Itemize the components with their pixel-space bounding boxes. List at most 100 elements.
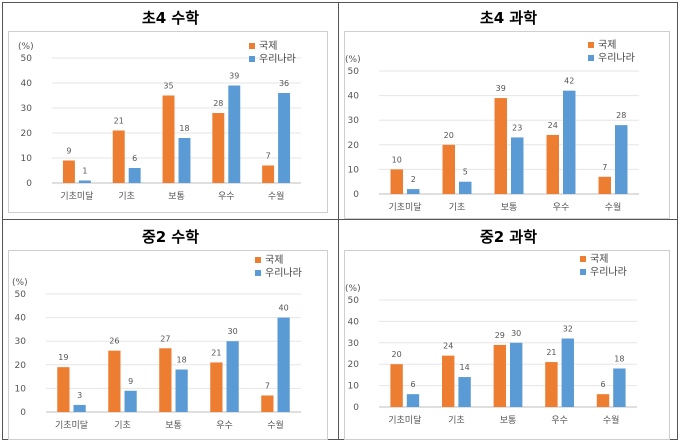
- chart-frame: (%) 0 10 20 30 40 50 19 3 기초미달 26 9 기초 27 18 보통 21 30 우수 7 4…: [8, 250, 328, 440]
- data-label: 9: [128, 377, 133, 386]
- x-tick-label: 수월: [268, 190, 285, 202]
- panel-title: 중2 수학: [141, 228, 200, 246]
- bar-chart: (%) 0 10 20 30 40 50 20 6 기초미달 24 14 기초 29 30 보통 21 32 우수 6…: [345, 253, 637, 426]
- bar-international: [598, 176, 611, 194]
- legend-swatch: [255, 257, 261, 263]
- bar-international: [494, 98, 507, 194]
- y-tick-label: 10: [21, 154, 33, 164]
- bar-korea: [613, 368, 626, 407]
- bar-international: [493, 344, 506, 407]
- bar-korea: [228, 85, 241, 183]
- data-label: 40: [279, 304, 289, 313]
- data-label: 10: [392, 155, 402, 164]
- bar-international: [159, 348, 172, 412]
- legend-swatch: [580, 256, 586, 262]
- x-tick-label: 기초미달: [60, 190, 93, 202]
- y-tick-label: 40: [348, 317, 360, 327]
- bar-international: [57, 367, 70, 412]
- legend-label: 우리나라: [598, 52, 635, 64]
- y-axis-label: (%): [345, 284, 361, 294]
- data-label: 3: [77, 391, 82, 400]
- x-tick-label: 기초: [114, 420, 131, 431]
- legend-label: 국제: [598, 39, 616, 51]
- data-label: 42: [564, 77, 574, 86]
- bar-international: [596, 394, 610, 407]
- data-label: 24: [548, 121, 558, 130]
- x-tick-label: 기초미달: [55, 419, 88, 431]
- x-tick-label: 우수: [216, 420, 233, 431]
- x-tick-label: 우수: [553, 202, 570, 213]
- x-tick-label: 수월: [603, 414, 620, 426]
- bar-korea: [459, 181, 472, 194]
- grid-divider-horizontal: [2, 219, 678, 220]
- bar-international: [162, 95, 175, 183]
- x-tick-label: 기초: [448, 415, 465, 426]
- data-label: 7: [265, 381, 270, 390]
- y-axis-label: (%): [345, 55, 361, 65]
- bar-korea: [178, 138, 191, 183]
- legend-label: 국제: [590, 253, 608, 265]
- y-tick-label: 0: [26, 179, 32, 189]
- data-label: 21: [211, 348, 221, 357]
- data-label: 29: [495, 331, 505, 340]
- data-label: 1: [82, 167, 87, 176]
- data-label: 7: [602, 163, 607, 172]
- data-label: 20: [392, 350, 402, 359]
- x-tick-label: 보통: [500, 415, 517, 426]
- y-tick-label: 0: [353, 190, 359, 200]
- data-label: 36: [279, 79, 289, 88]
- x-tick-label: 기초: [449, 202, 466, 213]
- chart-frame: (%) 0 10 20 30 40 50 20 6 기초미달 24 14 기초 29 30 보통 21 32 우수 6…: [344, 250, 670, 440]
- y-tick-label: 50: [348, 67, 360, 77]
- data-label: 6: [132, 154, 137, 163]
- data-label: 39: [229, 72, 239, 81]
- data-label: 28: [616, 111, 626, 120]
- bar-korea: [406, 394, 420, 407]
- data-label: 30: [511, 329, 521, 338]
- bar-international: [212, 113, 225, 183]
- data-label: 2: [411, 175, 416, 184]
- data-label: 20: [444, 131, 454, 140]
- data-label: 18: [177, 356, 187, 365]
- data-label: 7: [266, 152, 271, 161]
- x-tick-label: 우수: [218, 191, 235, 202]
- x-tick-label: 수월: [267, 419, 284, 431]
- legend-swatch: [588, 55, 594, 61]
- y-tick-label: 10: [348, 165, 360, 175]
- data-label: 27: [160, 334, 170, 343]
- y-tick-label: 0: [353, 403, 359, 413]
- chart-frame: (%) 0 10 20 30 40 50 10 2 기초미달 20 5 기초 39 23 보통 24 42 우수 7 2…: [344, 31, 670, 219]
- legend-swatch: [249, 43, 255, 49]
- chart-panel-middle-science: 중2 과학 (%) 0 10 20 30 40 50 20 6 기초미달 24 14 기초 29 30 보통 2…: [339, 220, 678, 440]
- legend-label: 국제: [259, 40, 277, 52]
- y-tick-label: 50: [15, 290, 27, 300]
- data-label: 35: [163, 82, 173, 91]
- bar-international: [390, 169, 403, 194]
- y-tick-label: 40: [348, 92, 360, 102]
- y-tick-label: 30: [348, 116, 360, 126]
- bar-chart: (%) 0 10 20 30 40 50 10 2 기초미달 20 5 기초 39 23 보통 24 42 우수 7 2…: [345, 39, 639, 213]
- data-label: 5: [463, 168, 468, 177]
- x-tick-label: 우수: [551, 415, 568, 426]
- y-tick-label: 30: [21, 104, 33, 114]
- bar-korea: [561, 338, 574, 407]
- x-tick-label: 보통: [165, 420, 182, 431]
- x-tick-label: 수월: [605, 201, 622, 213]
- x-tick-label: 보통: [168, 191, 185, 202]
- bar-chart: (%) 0 10 20 30 40 50 19 3 기초미달 26 9 기초 27 18 보통 21 30 우수 7 4…: [12, 254, 302, 431]
- legend-swatch: [255, 270, 261, 276]
- data-label: 21: [114, 117, 124, 126]
- legend-label: 우리나라: [259, 53, 296, 65]
- data-label: 24: [443, 342, 453, 351]
- panel-title: 초4 수학: [141, 9, 200, 27]
- y-tick-label: 50: [348, 296, 360, 306]
- y-tick-label: 40: [15, 314, 27, 324]
- data-label: 18: [179, 124, 189, 133]
- legend-label: 국제: [265, 254, 283, 266]
- x-tick-label: 보통: [501, 202, 518, 213]
- legend-swatch: [588, 42, 594, 48]
- bar-chart: (%) 0 10 20 30 40 50 9 1 기초미달 21 6 기초 35 18 보통 28 39 우수 7 36…: [18, 40, 301, 202]
- chart-panel-middle-math: 중2 수학 (%) 0 10 20 30 40 50 19 3 기초미달 26 9 기초 27 18 보통 21…: [3, 220, 338, 440]
- data-label: 21: [546, 348, 556, 357]
- legend-label: 우리나라: [590, 266, 627, 278]
